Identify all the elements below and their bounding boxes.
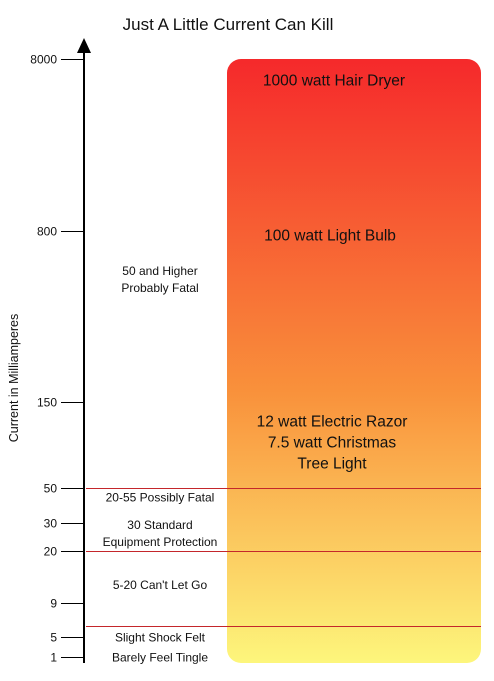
current-gradient-bar xyxy=(227,59,481,663)
device-label: 100 watt Light Bulb xyxy=(264,228,396,245)
device-label: 1000 watt Hair Dryer xyxy=(263,73,405,90)
zone-label: 30 Standard xyxy=(127,518,192,532)
y-tick-label: 9 xyxy=(50,597,57,611)
y-axis-label: Current in Milliamperes xyxy=(7,314,21,443)
y-axis-arrow-icon xyxy=(77,38,91,53)
zone-label: 50 and Higher xyxy=(122,264,197,278)
zone-label: Probably Fatal xyxy=(121,281,198,295)
y-tick-label: 150 xyxy=(37,396,57,410)
device-label: Tree Light xyxy=(297,456,367,473)
zone-label: Barely Feel Tingle xyxy=(112,651,208,665)
y-tick-label: 50 xyxy=(44,482,58,496)
y-tick-label: 20 xyxy=(44,545,58,559)
y-tick-label: 5 xyxy=(50,631,57,645)
zone-label: Equipment Protection xyxy=(103,535,218,549)
y-tick-label: 8000 xyxy=(30,53,57,67)
zone-label: Slight Shock Felt xyxy=(115,631,206,645)
zone-label: 20-55 Possibly Fatal xyxy=(106,490,215,504)
zone-labels: 50 and Higher Probably Fatal 20-55 Possibl… xyxy=(103,264,218,664)
y-axis-ticks: 8000 800 150 50 30 20 9 5 1 xyxy=(30,53,84,665)
threshold-lines xyxy=(86,488,481,627)
y-tick-label: 30 xyxy=(44,517,58,531)
y-tick-label: 800 xyxy=(37,225,57,239)
y-tick-label: 1 xyxy=(50,651,57,665)
device-label: 7.5 watt Christmas xyxy=(268,435,397,452)
chart-title: Just A Little Current Can Kill xyxy=(123,15,334,34)
device-label: 12 watt Electric Razor xyxy=(257,414,408,431)
zone-label: 5-20 Can't Let Go xyxy=(113,578,208,592)
device-labels: 1000 watt Hair Dryer 100 watt Light Bulb 1… xyxy=(257,73,408,473)
